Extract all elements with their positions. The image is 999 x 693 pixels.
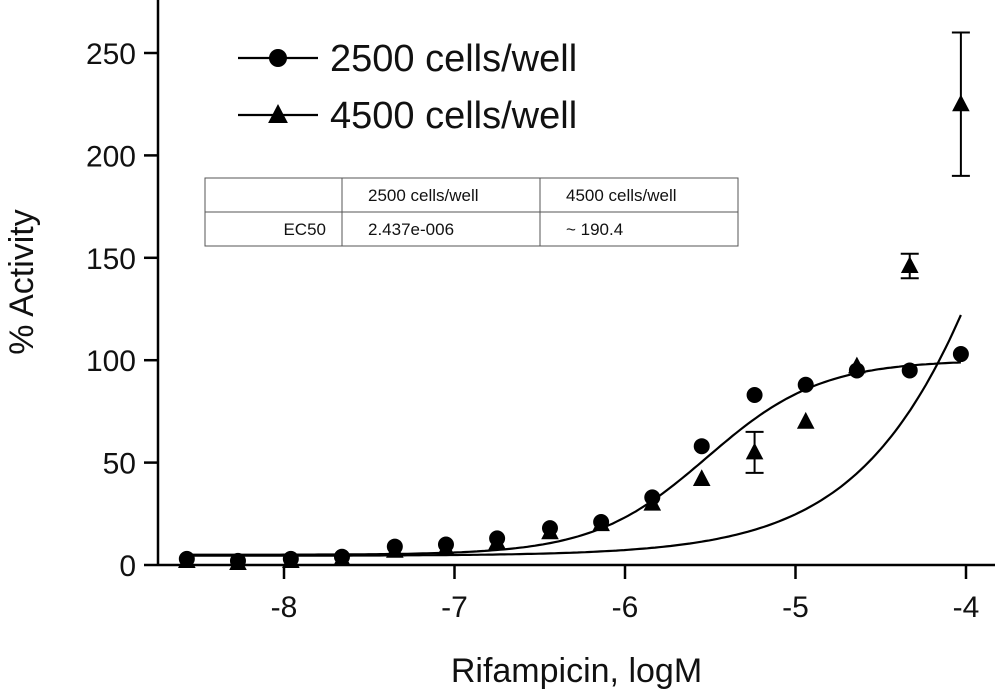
point-4500: [692, 469, 711, 487]
fit-curves: [186, 314, 962, 557]
point-4500: [488, 532, 506, 550]
point-2500: [797, 376, 814, 393]
y-tick-label: 200: [86, 140, 136, 173]
y-tick-label: 150: [86, 243, 136, 276]
legend-marker: [269, 49, 287, 67]
point-2500: [693, 438, 710, 455]
x-axis-title: Rifampicin, logM: [451, 652, 702, 690]
legend-label: 2500 cells/well: [330, 38, 577, 80]
point-4500: [386, 540, 404, 558]
point-4500: [229, 553, 247, 571]
table-row-label: EC50: [283, 220, 326, 239]
ec50-table: 2500 cells/well 4500 cells/well EC50 2.437e…: [204, 177, 739, 247]
table-header-cell: 4500 cells/well: [566, 186, 677, 205]
legend-label: 4500 cells/well: [330, 95, 577, 137]
y-tick-label: 250: [86, 38, 136, 71]
point-2500: [901, 362, 918, 379]
x-tick-label: -7: [441, 591, 468, 624]
table-cell: ~ 190.4: [566, 220, 623, 239]
y-tick-label: 0: [119, 550, 136, 583]
legend: 2500 cells/well 4500 cells/well: [238, 38, 577, 137]
point-4500: [745, 442, 764, 460]
x-tick-label: -4: [953, 591, 980, 624]
point-2500: [952, 346, 969, 363]
y-axis-title: % Activity: [3, 209, 41, 354]
point-4500: [282, 551, 300, 568]
table-header-cell: 2500 cells/well: [368, 186, 479, 205]
fit-curve-4500: [186, 314, 962, 557]
point-2500: [746, 387, 763, 404]
y-tick-label: 100: [86, 345, 136, 378]
data-points: [178, 31, 970, 571]
point-4500: [178, 551, 196, 568]
point-4500: [333, 549, 351, 566]
point-4500: [592, 514, 610, 532]
point-4500: [796, 411, 815, 429]
point-4500: [643, 493, 662, 511]
x-tick-label: -8: [271, 591, 298, 624]
y-tick-label: 50: [103, 448, 136, 481]
point-4500: [437, 538, 455, 556]
point-4500: [900, 256, 919, 274]
x-tick-label: -6: [612, 591, 639, 624]
x-tick-label: -5: [782, 591, 809, 624]
point-4500: [541, 522, 559, 540]
point-4500: [952, 94, 970, 112]
fit-curve-2500: [186, 361, 961, 556]
axes: 0 50 100 150 200 250 -8 -7 -6 -5 -4 Rifampicin, log…: [3, 0, 995, 690]
table-cell: 2.437e-006: [368, 220, 454, 239]
point-4500: [848, 356, 866, 374]
legend-marker: [268, 104, 288, 123]
